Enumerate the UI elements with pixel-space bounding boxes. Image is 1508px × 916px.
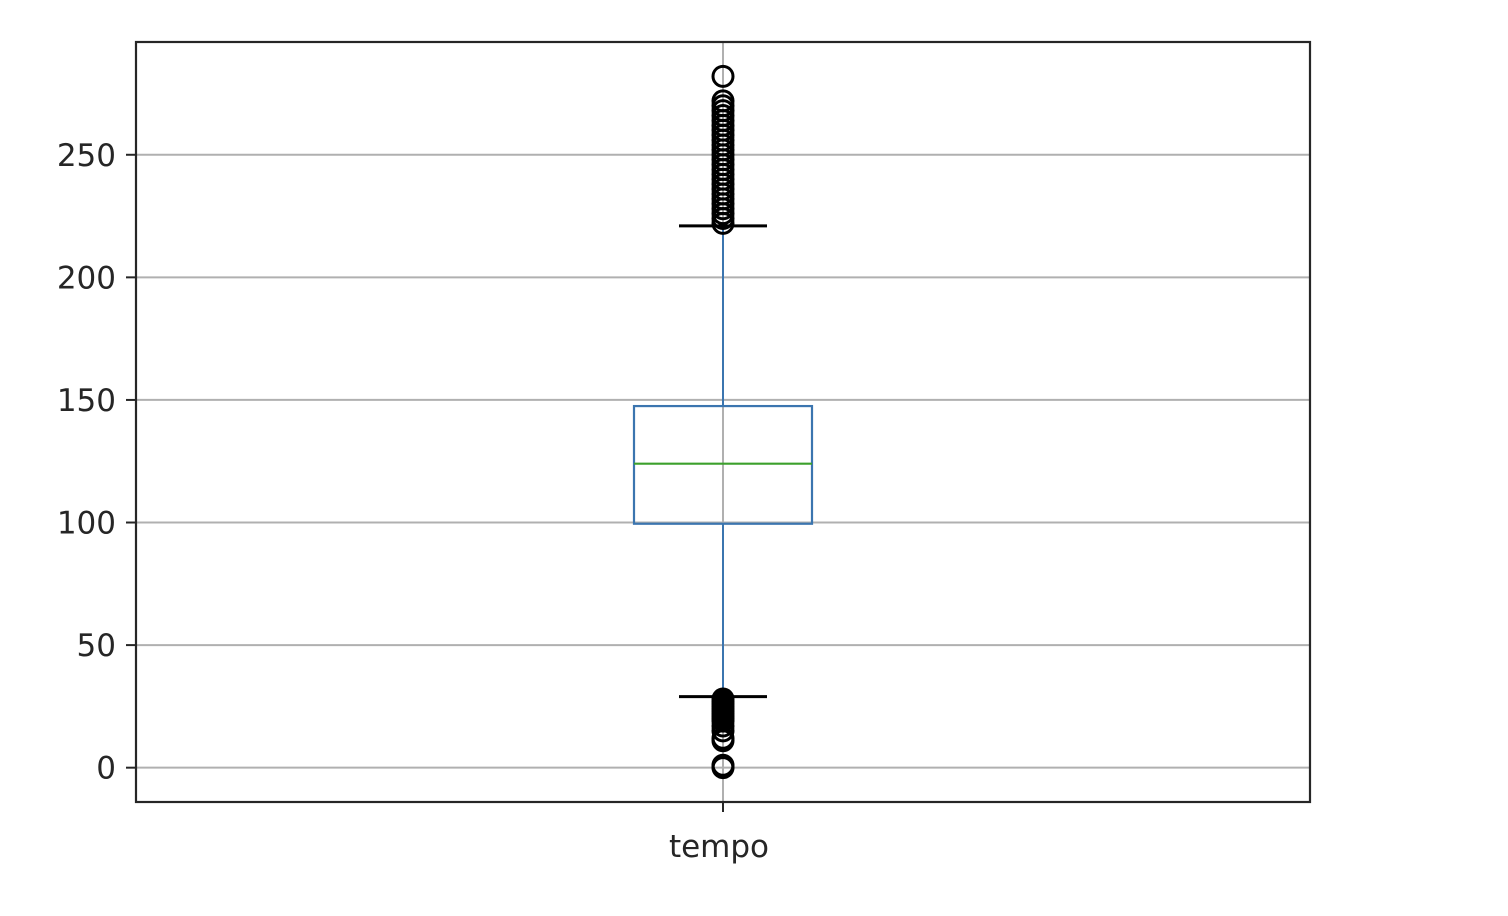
- y-tick-label: 150: [57, 383, 116, 419]
- x-tick-label: tempo: [669, 829, 769, 865]
- y-tick-label: 0: [96, 751, 116, 787]
- y-tick-label: 250: [57, 138, 116, 174]
- y-tick-label: 200: [57, 260, 116, 296]
- tick-labels: 0 50 100 150 200 250 tempo: [57, 138, 769, 865]
- y-tick-label: 50: [77, 628, 116, 664]
- y-tick-label: 100: [57, 506, 116, 542]
